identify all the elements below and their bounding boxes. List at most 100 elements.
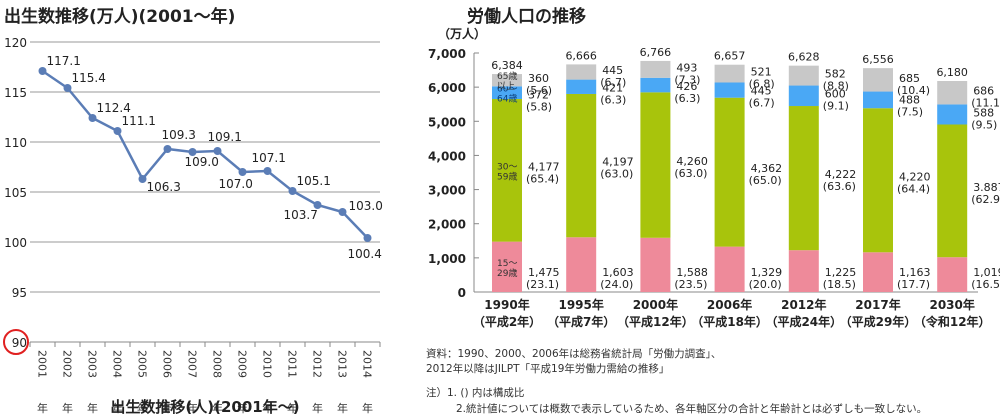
segment-value-label: 1,588 <box>676 266 708 279</box>
segment-value-label: 1,603 <box>602 266 634 279</box>
bar-segment-2 <box>788 85 819 107</box>
segment-share-label: (64.4) <box>897 182 930 195</box>
bar-segment-1 <box>863 108 893 253</box>
bar-segment-0 <box>863 252 893 292</box>
x-tick-label-era: （平成7年） <box>547 314 615 329</box>
series-inline-name: 以上 <box>497 81 515 92</box>
bar-segment-0 <box>714 246 745 292</box>
x-tick-label-suffix: 年 <box>212 401 223 415</box>
x-tick-label-suffix: 年 <box>312 401 323 415</box>
x-axis-title: 出生数推移(人)(2001年～) <box>110 398 299 416</box>
unit-label: （万人） <box>438 26 486 41</box>
series-inline-name: 15～ <box>497 259 517 269</box>
x-tick-label: 2009 <box>236 350 249 378</box>
segment-share-label: (62.9) <box>971 193 1000 206</box>
x-tick-label-suffix: 年 <box>262 401 273 415</box>
x-tick-label: 2001 <box>36 350 49 378</box>
data-label: 107.1 <box>252 151 286 165</box>
bar-segment-2 <box>492 86 522 100</box>
x-tick-label: 2014 <box>361 350 374 378</box>
bar-segment-0 <box>566 237 597 292</box>
x-tick-label-suffix: 年 <box>112 401 123 415</box>
segment-share-label: (20.0) <box>749 278 782 291</box>
segment-value-label: 521 <box>751 66 772 79</box>
bar-segment-2 <box>566 79 597 94</box>
segment-value-label: 445 <box>751 84 772 97</box>
segment-value-label: 1,475 <box>528 266 560 279</box>
x-tick-label-year: 2030年 <box>929 297 974 312</box>
segment-share-label: (24.0) <box>600 278 633 291</box>
y-tick-label: 110 <box>4 136 27 150</box>
x-tick-label-suffix: 年 <box>187 401 198 415</box>
data-point <box>138 175 147 183</box>
data-point <box>163 145 172 153</box>
bar-total-label: 6,666 <box>565 49 597 62</box>
bar-segment-1 <box>566 93 597 238</box>
x-tick-label: 2007 <box>186 350 199 378</box>
y-tick-label: 4,000 <box>428 149 466 163</box>
data-label: 100.4 <box>348 247 382 261</box>
bar-segment-1 <box>788 106 819 251</box>
data-label: 106.3 <box>147 180 181 194</box>
x-tick-label-era: （平成18年） <box>691 314 768 329</box>
data-point <box>288 187 297 195</box>
bar-segment-0 <box>640 237 671 292</box>
segment-share-label: (11.1) <box>971 97 1000 110</box>
segment-value-label: 685 <box>899 72 920 85</box>
y-tick-label: 0 <box>458 286 466 300</box>
data-label: 117.1 <box>47 54 81 68</box>
x-tick-label-suffix: 年 <box>87 401 98 415</box>
segment-share-label: (9.5) <box>971 118 997 131</box>
segment-value-label: 582 <box>825 68 846 81</box>
x-tick-label-year: 2006年 <box>707 297 752 312</box>
segment-value-label: 4,197 <box>602 156 634 169</box>
x-tick-label-suffix: 年 <box>62 401 73 415</box>
y-tick-label: 1,000 <box>428 252 466 266</box>
segment-share-label: (23.1) <box>526 278 559 291</box>
bar-segment-1 <box>640 92 671 238</box>
y-tick-label: 2,000 <box>428 218 466 232</box>
y-tick-label: 120 <box>4 36 27 50</box>
x-tick-label-era: （平成2年） <box>473 314 541 329</box>
x-tick-label-suffix: 年 <box>37 401 48 415</box>
data-label: 111.1 <box>122 114 156 128</box>
segment-value-label: 493 <box>676 61 697 74</box>
series-inline-name: 30～ <box>497 162 517 172</box>
bar-segment-0 <box>492 241 522 292</box>
labor-stacked-bar-chart: （万人） 7,000 6,000 5,000 4,000 3,000 2,000 1,000 0… <box>428 26 1000 329</box>
data-point <box>213 147 222 155</box>
segment-share-label: (5.6) <box>526 84 552 97</box>
segment-share-label: (5.8) <box>526 100 552 113</box>
data-label: 109.0 <box>185 155 219 169</box>
data-point <box>88 114 97 122</box>
x-tick-label-suffix: 年 <box>337 401 348 415</box>
segment-value-label: 4,260 <box>676 155 708 168</box>
x-tick-label: 2004 <box>111 350 124 378</box>
y-tick-label: 100 <box>4 236 27 250</box>
segment-value-label: 1,019 <box>973 266 1000 279</box>
bar-segment-2 <box>714 82 745 98</box>
y-tick-label: 5,000 <box>428 115 466 129</box>
y-tick-label: 105 <box>4 186 27 200</box>
segment-share-label: (6.8) <box>749 78 775 91</box>
bar-total-label: 6,657 <box>714 50 746 63</box>
y-tick-label: 3,000 <box>428 184 466 198</box>
segment-share-label: (63.0) <box>600 168 633 181</box>
series-inline-name: 65歳 <box>497 70 517 82</box>
birth-chart-title: 出生数推移(万人)(2001～年) <box>4 7 236 27</box>
bar-segment-3 <box>492 74 522 87</box>
series-inline-name: 59歳 <box>497 170 517 182</box>
x-tick-label-suffix: 年 <box>287 401 298 415</box>
source-note-line1: 資料：1990、2000、2006年は総務省統計局「労働力調査」、 <box>426 348 722 360</box>
x-tick-label: 2010 <box>261 350 274 378</box>
segment-share-label: (65.4) <box>526 172 559 185</box>
data-label: 109.3 <box>162 128 196 142</box>
x-tick-label-year: 2012年 <box>781 297 826 312</box>
x-tick-label-suffix: 年 <box>162 401 173 415</box>
data-point <box>113 127 122 135</box>
series-inline-name: 29歳 <box>497 267 517 279</box>
segment-share-label: (6.7) <box>749 96 775 109</box>
bar-total-label: 6,556 <box>862 53 894 66</box>
x-tick-label-year: 1995年 <box>558 297 603 312</box>
segment-share-label: (8.8) <box>823 80 849 93</box>
